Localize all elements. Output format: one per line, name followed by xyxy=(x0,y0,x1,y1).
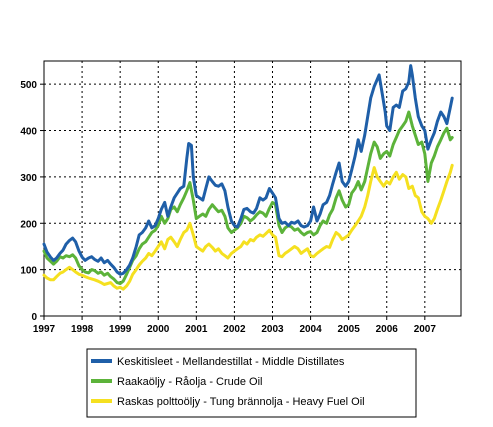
y-tick-label: 100 xyxy=(20,266,37,277)
y-tick-label: 400 xyxy=(20,127,37,138)
x-tick-label: 2005 xyxy=(338,324,361,335)
series-line-0 xyxy=(42,64,454,276)
plot-area xyxy=(43,60,462,317)
y-tick-label: 0 xyxy=(31,312,37,323)
x-tick-label: 2003 xyxy=(261,324,284,335)
series-line-1 xyxy=(42,110,454,285)
legend: Keskitisleet - Mellandestillat - Middle … xyxy=(86,348,417,418)
series-line-2 xyxy=(42,163,454,291)
series-lines xyxy=(42,64,454,291)
x-axis-ticks: 1997 1998 1999 2000 2001 2002 2003 2004 2005 2006… xyxy=(33,316,437,335)
x-tick-label: 2001 xyxy=(185,324,208,335)
legend-label-2: Raskas polttoöljy - Tung brännolja - Hea… xyxy=(117,396,365,408)
y-tick-label: 200 xyxy=(20,219,37,230)
x-tick-label: 2000 xyxy=(147,324,170,335)
legend-label-1: Raakaöljy - Råolja - Crude Oil xyxy=(117,376,263,388)
legend-items: Keskitisleet - Mellandestillat - Middle … xyxy=(91,356,365,408)
y-tick-label: 500 xyxy=(20,80,37,91)
x-tick-label: 1998 xyxy=(71,324,94,335)
x-tick-label: 2006 xyxy=(376,324,399,335)
legend-box xyxy=(86,348,417,418)
y-tick-label: 300 xyxy=(20,173,37,184)
y-axis-ticks: 0 100 200 300 400 500 xyxy=(20,80,44,323)
x-tick-label: 2004 xyxy=(299,324,322,335)
x-tick-label: 1997 xyxy=(33,324,56,335)
x-tick-label: 2007 xyxy=(414,324,437,335)
legend-label-0: Keskitisleet - Mellandestillat - Middle … xyxy=(117,356,345,368)
x-tick-label: 1999 xyxy=(109,324,132,335)
x-tick-label: 2002 xyxy=(223,324,246,335)
